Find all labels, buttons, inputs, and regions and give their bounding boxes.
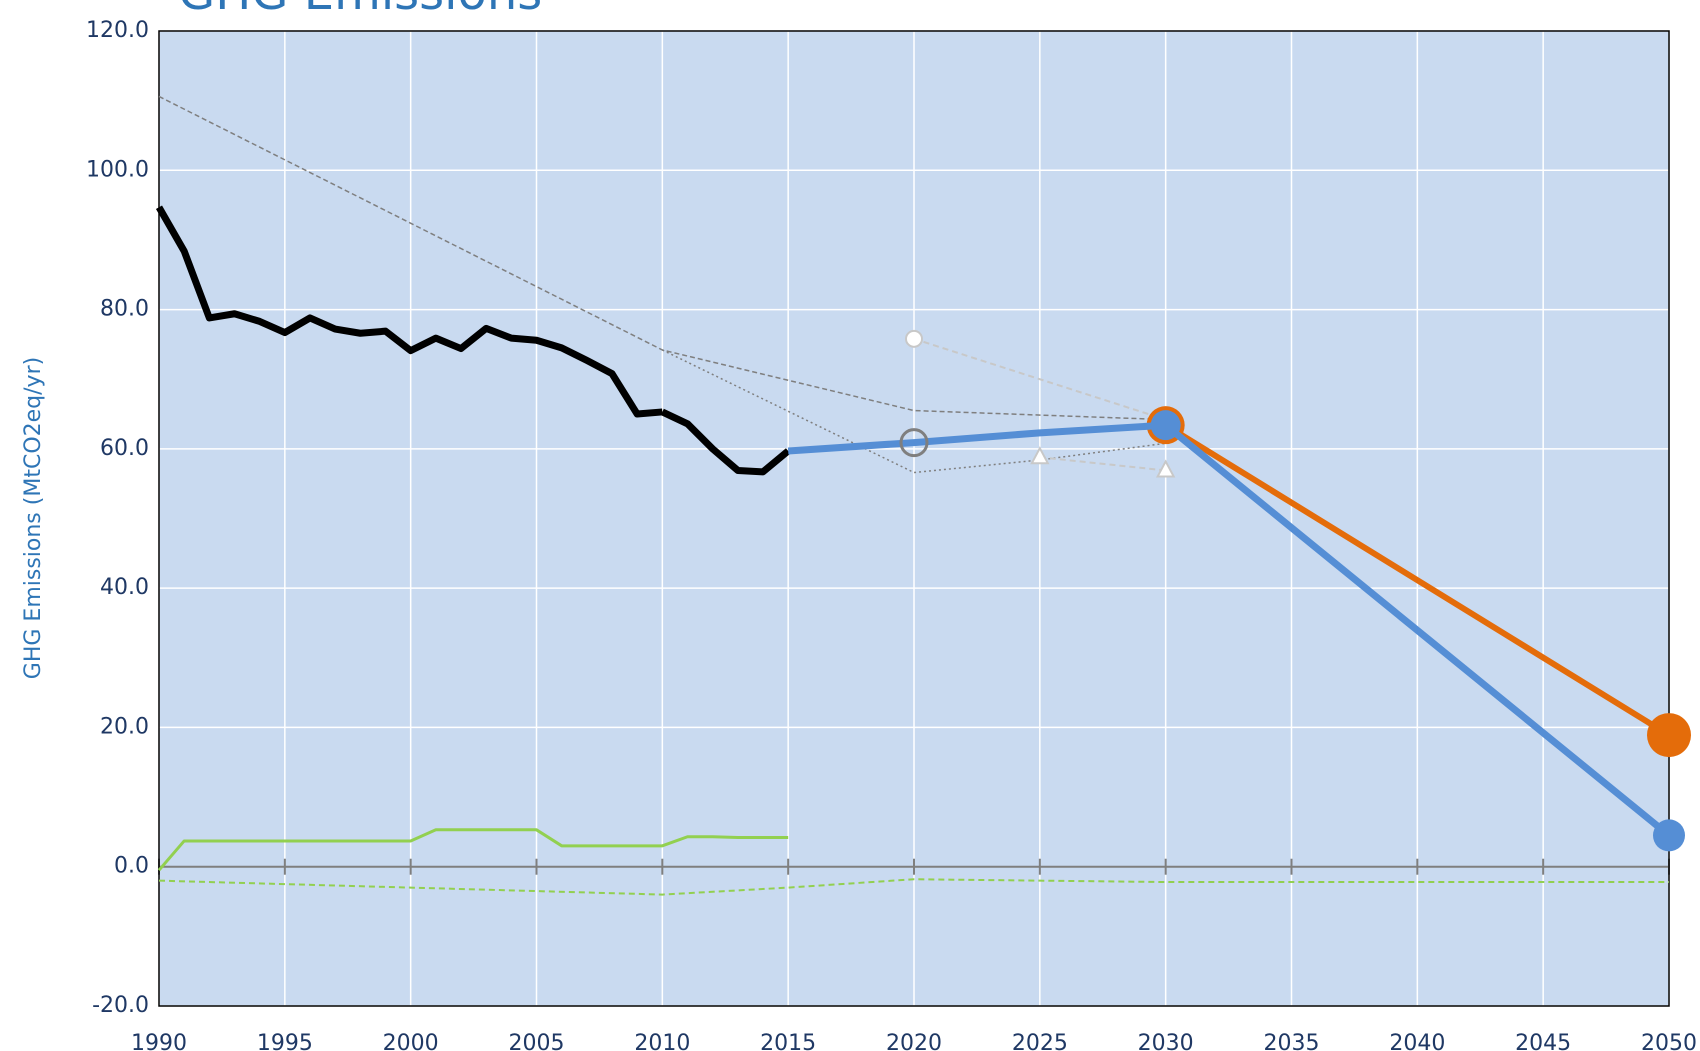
series-line — [158, 878, 1669, 896]
marker — [905, 329, 923, 348]
y-tick-label: 60.0 — [100, 436, 149, 461]
x-tick-label: 2030 — [1138, 1031, 1194, 1051]
chart-title: GHG Emissions — [178, 0, 542, 21]
x-tick-label: 2025 — [1012, 1031, 1068, 1051]
series-line — [158, 95, 1166, 421]
marker — [1653, 819, 1685, 852]
x-tick-label: 2020 — [886, 1031, 942, 1051]
series-line — [1164, 422, 1671, 738]
marker — [1647, 713, 1691, 758]
x-tick-label: 2035 — [1264, 1031, 1320, 1051]
series-line — [1039, 456, 1166, 472]
x-tick-label: 2040 — [1389, 1031, 1445, 1051]
y-tick-label: 80.0 — [100, 297, 149, 322]
x-tick-label: 2015 — [760, 1031, 816, 1051]
y-tick-label: 120.0 — [86, 18, 149, 43]
series-line — [787, 421, 1672, 839]
y-tick-label: 0.0 — [114, 854, 149, 879]
marker — [1150, 410, 1181, 441]
y-tick-label: 100.0 — [86, 157, 149, 182]
plot-border — [158, 30, 1670, 1007]
series-line — [157, 828, 789, 872]
y-tick-label: -20.0 — [92, 993, 149, 1018]
marker — [899, 428, 929, 458]
y-tick-label: 20.0 — [100, 714, 149, 739]
x-tick-label: 2045 — [1515, 1031, 1571, 1051]
y-axis-label: GHG Emissions (MtCO2eq/yr) — [21, 357, 46, 679]
x-tick-label: 1995 — [257, 1031, 313, 1051]
x-tick-label: 2005 — [509, 1031, 565, 1051]
marker — [1030, 446, 1050, 465]
x-tick-label: 2010 — [634, 1031, 690, 1051]
x-tick-label: 2050 — [1641, 1031, 1697, 1051]
series-line — [660, 408, 791, 476]
series-line — [155, 205, 663, 418]
series-line — [913, 337, 1166, 421]
x-tick-label: 1990 — [131, 1031, 187, 1051]
y-tick-label: 40.0 — [100, 575, 149, 600]
x-tick-label: 2000 — [383, 1031, 439, 1051]
marker — [1156, 459, 1176, 478]
